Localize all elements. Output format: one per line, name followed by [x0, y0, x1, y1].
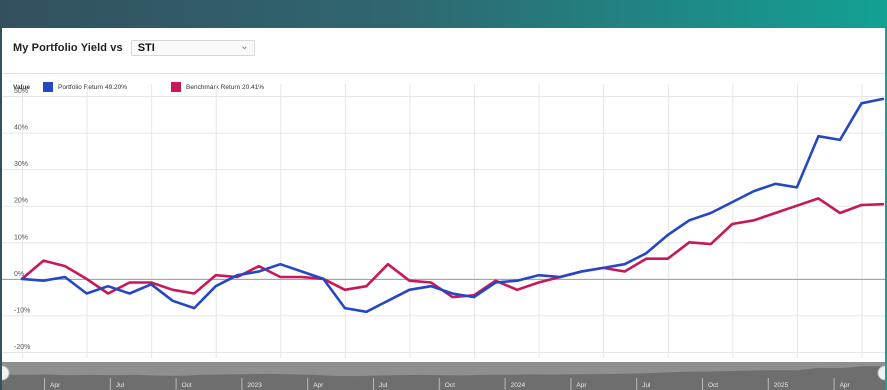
legend-label-benchmark: Benchmark Return 20.41%	[186, 83, 265, 91]
navigator-label: 2024	[511, 382, 526, 389]
legend-item-benchmark[interactable]: Benchmark Return 20.41%	[171, 82, 264, 92]
navigator-label: Apr	[313, 382, 324, 389]
benchmark-select[interactable]: STI ⌄	[130, 40, 255, 56]
chart-legend: Value Portfolio Return 49.20% Benchmark …	[13, 82, 308, 92]
navigator-label: Oct	[445, 382, 455, 389]
y-tick-label: 10%	[14, 234, 28, 241]
title-row: My Portfolio Yield vs STI ⌄	[13, 40, 255, 56]
navigator-label: 2025	[774, 382, 789, 389]
navigator-label: 2023	[247, 382, 262, 389]
chevron-down-icon: ⌄	[240, 41, 249, 52]
navigator-label: Apr	[50, 382, 61, 389]
y-tick-label: 0%	[14, 271, 24, 278]
y-tick-label: 40%	[14, 125, 28, 132]
y-tick-label: 20%	[14, 198, 28, 205]
navigator-handle-right	[877, 365, 885, 381]
navigator-label: Jul	[379, 382, 388, 389]
line-chart: 50% 40% 30% 20% 10% 0% -10% -20% Apr Jul Oct 2023 Ap…	[2, 84, 885, 390]
portfolio-chart-panel: My Portfolio Yield vs STI ⌄ Value Portfo…	[2, 28, 885, 390]
series-line-benchmark	[20, 197, 885, 299]
navigator-series	[2, 366, 885, 390]
y-tick-label: 30%	[14, 161, 28, 168]
legend-swatch-benchmark	[171, 82, 181, 92]
header-divider	[2, 73, 885, 74]
legend-item-portfolio[interactable]: Portfolio Return 49.20%	[42, 82, 127, 92]
navigator-label: Apr	[576, 382, 587, 389]
legend-title: Value	[13, 83, 30, 91]
benchmark-select-value: STI	[137, 42, 155, 54]
navigator-handle-left	[2, 365, 10, 381]
y-tick-label: 50%	[14, 88, 28, 95]
navigator-label: Oct	[182, 382, 192, 389]
series-line-portfolio	[20, 97, 885, 314]
legend-label-portfolio: Portfolio Return 49.20%	[57, 83, 127, 91]
y-tick-label: -20%	[14, 344, 30, 351]
legend-swatch-portfolio	[42, 82, 53, 92]
navigator-label: Oct	[708, 382, 718, 389]
chart-title: My Portfolio Yield vs	[13, 42, 123, 54]
y-tick-label: -10%	[14, 307, 30, 314]
navigator-label: Jul	[116, 382, 125, 389]
navigator-label: Jul	[642, 382, 651, 389]
navigator-label: Apr	[840, 382, 851, 389]
